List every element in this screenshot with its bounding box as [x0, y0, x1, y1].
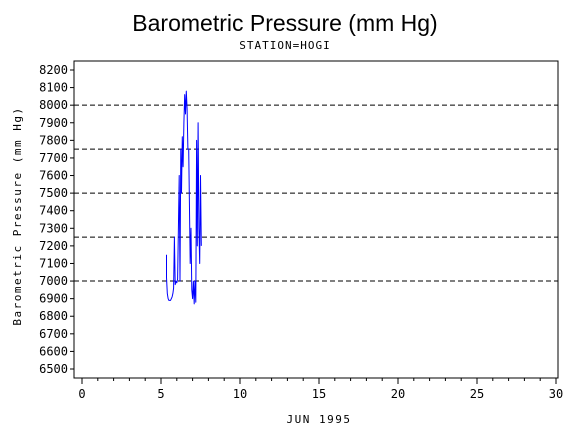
- y-tick-label: 7100: [39, 256, 68, 270]
- reference-lines: [74, 104, 558, 282]
- chart-subtitle: STATION=HOGI: [239, 39, 330, 52]
- y-tick-label: 7700: [39, 151, 68, 165]
- y-axis-label: Barometric Pressure (mm Hg): [11, 106, 24, 325]
- y-tick-label: 7500: [39, 186, 68, 200]
- y-tick-label: 7900: [39, 116, 68, 130]
- series-line: [166, 90, 202, 305]
- y-tick-label: 7000: [39, 274, 68, 288]
- x-tick-label: 15: [312, 387, 326, 401]
- y-tick-label: 6900: [39, 292, 68, 306]
- y-axis: 6500 6600 6700 6800 6900 7000 7100 7200 7300 7400…: [39, 63, 74, 376]
- y-tick-label: 7800: [39, 133, 68, 147]
- x-tick-label: 5: [157, 387, 164, 401]
- y-tick-label: 8000: [39, 98, 68, 112]
- y-tick-label: 6600: [39, 344, 68, 358]
- y-tick-label: 6700: [39, 327, 68, 341]
- y-tick-label: 7400: [39, 204, 68, 218]
- y-tick-label: 7600: [39, 169, 68, 183]
- y-tick-label: 7200: [39, 239, 68, 253]
- chart-title: Barometric Pressure (mm Hg): [132, 10, 437, 36]
- x-tick-label: 30: [549, 387, 563, 401]
- x-tick-label: 25: [470, 387, 484, 401]
- y-tick-label: 7300: [39, 221, 68, 235]
- y-tick-label: 6500: [39, 362, 68, 376]
- plot-frame: [73, 60, 559, 379]
- y-tick-label: 8200: [39, 63, 68, 77]
- x-tick-label: 10: [233, 387, 247, 401]
- x-axis: 0 5 10 15 20 25 30: [78, 378, 563, 401]
- x-tick-label: 20: [391, 387, 405, 401]
- y-tick-label: 8100: [39, 81, 68, 95]
- x-axis-label: JUN 1995: [287, 413, 352, 426]
- y-tick-label: 6800: [39, 309, 68, 323]
- data-series: [166, 90, 202, 305]
- x-tick-label: 0: [78, 387, 85, 401]
